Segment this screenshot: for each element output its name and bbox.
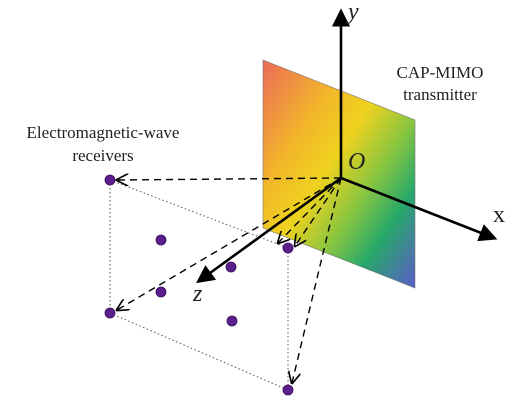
receiver-dot <box>282 384 294 396</box>
ray-to-bottom-left <box>117 177 342 310</box>
transmitter-panel <box>262 59 416 289</box>
transmitter-label-line1: CAP-MIMO <box>396 63 484 82</box>
receiver-dot <box>155 234 167 246</box>
x-axis <box>340 176 498 242</box>
signal-rays <box>117 177 342 383</box>
axes <box>196 8 498 284</box>
transmitter-label-line2: transmitter <box>403 85 477 104</box>
receivers <box>104 174 294 396</box>
receiver-grid-box <box>109 179 289 391</box>
receivers-label-line2: receivers <box>72 146 134 165</box>
ray-to-top-right-2 <box>295 177 342 246</box>
receiver-dot <box>104 174 116 186</box>
receiver-dot <box>104 307 116 319</box>
ray-to-top-left <box>117 178 342 180</box>
z-axis <box>196 176 342 284</box>
axis-y-label: y <box>348 0 359 25</box>
axis-x-label: x <box>493 202 505 228</box>
axis-z-label: z <box>193 281 203 307</box>
receivers-label-line1: Electromagnetic-wave <box>26 123 180 142</box>
ray-to-top-right <box>278 177 342 243</box>
receiver-dot <box>155 286 167 298</box>
receiver-dot <box>282 242 294 254</box>
receiver-dot <box>226 315 238 327</box>
receiver-dot <box>225 261 237 273</box>
origin-label: O <box>348 149 366 175</box>
